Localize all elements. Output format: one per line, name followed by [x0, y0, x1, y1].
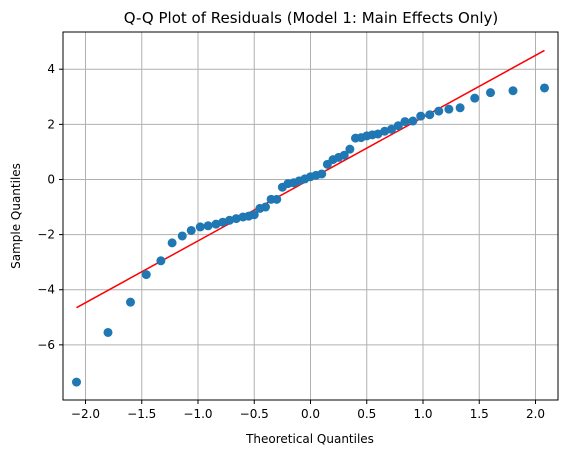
data-point-52: [540, 83, 549, 93]
x-tick-label-1: −1.5: [127, 407, 156, 421]
data-point-41: [393, 121, 403, 131]
x-tick-label-4: 0.0: [301, 407, 320, 421]
data-point-8: [195, 222, 205, 232]
x-tick-label-8: 2.0: [526, 407, 545, 421]
data-point-38: [373, 129, 383, 139]
x-tick-label-6: 1.0: [413, 407, 432, 421]
x-axis-label: Theoretical Quantiles: [245, 432, 374, 446]
data-point-3: [141, 270, 151, 280]
data-point-48: [455, 103, 465, 113]
data-point-43: [408, 116, 418, 126]
data-point-42: [400, 117, 410, 127]
y-tick-label-4: 2: [47, 117, 55, 131]
data-point-44: [416, 111, 426, 121]
data-point-51: [508, 86, 518, 96]
x-tick-label-2: −1.0: [183, 407, 212, 421]
data-point-6: [177, 231, 187, 241]
data-point-5: [167, 238, 177, 248]
data-points-layer: [72, 83, 549, 387]
data-point-16: [249, 210, 259, 220]
chart-title: Q-Q Plot of Residuals (Model 1: Main Eff…: [124, 9, 499, 27]
y-tick-label-1: −4: [37, 283, 55, 297]
data-point-0: [72, 377, 81, 387]
axis-ticks-layer: −2.0 −1.5 −1.0 −0.5 0.0 0.5 1.0 1.5 2.0 −6 −4 −2 0 2 4: [37, 62, 545, 421]
y-tick-label-3: 0: [47, 172, 55, 186]
data-point-28: [317, 169, 327, 179]
data-point-4: [156, 256, 166, 266]
data-point-12: [225, 215, 234, 225]
y-tick-label-5: 4: [47, 62, 55, 76]
x-tick-label-5: 0.5: [357, 407, 376, 421]
x-tick-label-0: −2.0: [71, 407, 100, 421]
data-point-45: [425, 110, 435, 120]
data-point-32: [339, 150, 349, 160]
data-point-9: [203, 221, 213, 231]
y-tick-label-0: −6: [37, 338, 55, 352]
data-point-18: [261, 202, 270, 212]
data-point-1: [103, 327, 113, 337]
x-tick-label-7: 1.5: [470, 407, 489, 421]
data-point-40: [387, 124, 396, 134]
x-tick-label-3: −0.5: [240, 407, 269, 421]
data-point-2: [126, 297, 135, 307]
data-point-39: [380, 126, 390, 136]
y-axis-label: Sample Quantiles: [9, 163, 23, 269]
grid-layer: [63, 32, 558, 400]
data-point-50: [486, 88, 495, 98]
data-point-20: [272, 194, 282, 204]
data-point-10: [211, 219, 221, 229]
data-point-11: [218, 217, 228, 227]
data-point-46: [434, 106, 444, 116]
data-point-47: [444, 104, 454, 114]
data-point-49: [470, 93, 480, 103]
y-tick-label-2: −2: [37, 228, 55, 242]
data-point-7: [186, 225, 196, 235]
data-point-33: [345, 144, 355, 154]
data-point-13: [231, 214, 241, 224]
